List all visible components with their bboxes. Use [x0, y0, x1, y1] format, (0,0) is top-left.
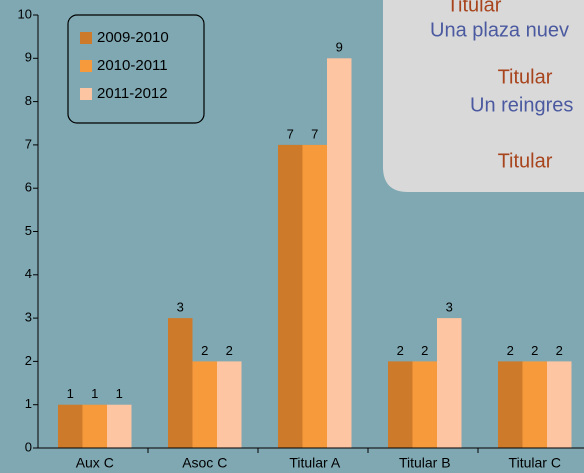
data-label: 2	[226, 343, 233, 358]
y-tick-label: 10	[18, 6, 32, 21]
overlay-text: Titular	[498, 150, 553, 172]
bar	[437, 318, 462, 448]
bar	[278, 144, 303, 448]
overlay-text: Titular	[498, 66, 553, 88]
bar	[192, 361, 217, 448]
bar	[522, 361, 547, 448]
data-label: 3	[446, 300, 453, 315]
overlay-box	[383, 0, 584, 192]
bar	[58, 404, 83, 448]
y-tick-label: 2	[25, 353, 32, 368]
x-tick-label: Titular B	[399, 455, 451, 471]
data-label: 1	[116, 386, 123, 401]
bar	[327, 58, 352, 449]
bar	[302, 144, 327, 448]
bar	[498, 361, 523, 448]
legend-swatch	[80, 88, 92, 100]
legend-swatch	[80, 32, 92, 44]
data-label: 7	[311, 126, 318, 141]
overlay-text: Titular	[447, 0, 502, 16]
data-label: 7	[287, 126, 294, 141]
y-tick-label: 5	[25, 223, 32, 238]
y-tick-label: 0	[25, 439, 32, 454]
legend-label: 2011-2012	[97, 85, 168, 102]
bar	[107, 404, 132, 448]
y-tick-label: 1	[25, 396, 32, 411]
bar	[412, 361, 437, 448]
y-tick-label: 4	[25, 266, 32, 281]
y-tick-label: 3	[25, 310, 32, 325]
data-label: 2	[201, 343, 208, 358]
y-tick-label: 8	[25, 93, 32, 108]
data-label: 2	[556, 343, 563, 358]
data-label: 2	[421, 343, 428, 358]
x-tick-label: Titular C	[509, 455, 561, 471]
legend-label: 2009-2010	[97, 29, 169, 46]
overlay-text: Una plaza nuev	[430, 19, 569, 41]
x-tick-label: Titular A	[289, 455, 340, 471]
bar	[217, 361, 242, 448]
legend-label: 2010-2011	[97, 57, 168, 74]
data-label: 1	[91, 386, 98, 401]
legend-box	[67, 14, 205, 124]
bar	[388, 361, 413, 448]
y-tick-label: 6	[25, 180, 32, 195]
bar	[82, 404, 107, 448]
bar	[547, 361, 572, 448]
y-tick-label: 9	[25, 50, 32, 65]
data-label: 3	[177, 300, 184, 315]
legend-swatch	[80, 60, 92, 72]
data-label: 2	[507, 343, 514, 358]
data-label: 2	[397, 343, 404, 358]
x-tick-label: Aux C	[76, 455, 114, 471]
data-label: 9	[336, 40, 343, 55]
data-label: 2	[531, 343, 538, 358]
data-label: 1	[67, 386, 74, 401]
y-tick-label: 7	[25, 136, 32, 151]
x-tick-label: Asoc C	[182, 455, 227, 471]
bar	[168, 318, 193, 448]
overlay-text: Un reingres	[470, 94, 573, 116]
